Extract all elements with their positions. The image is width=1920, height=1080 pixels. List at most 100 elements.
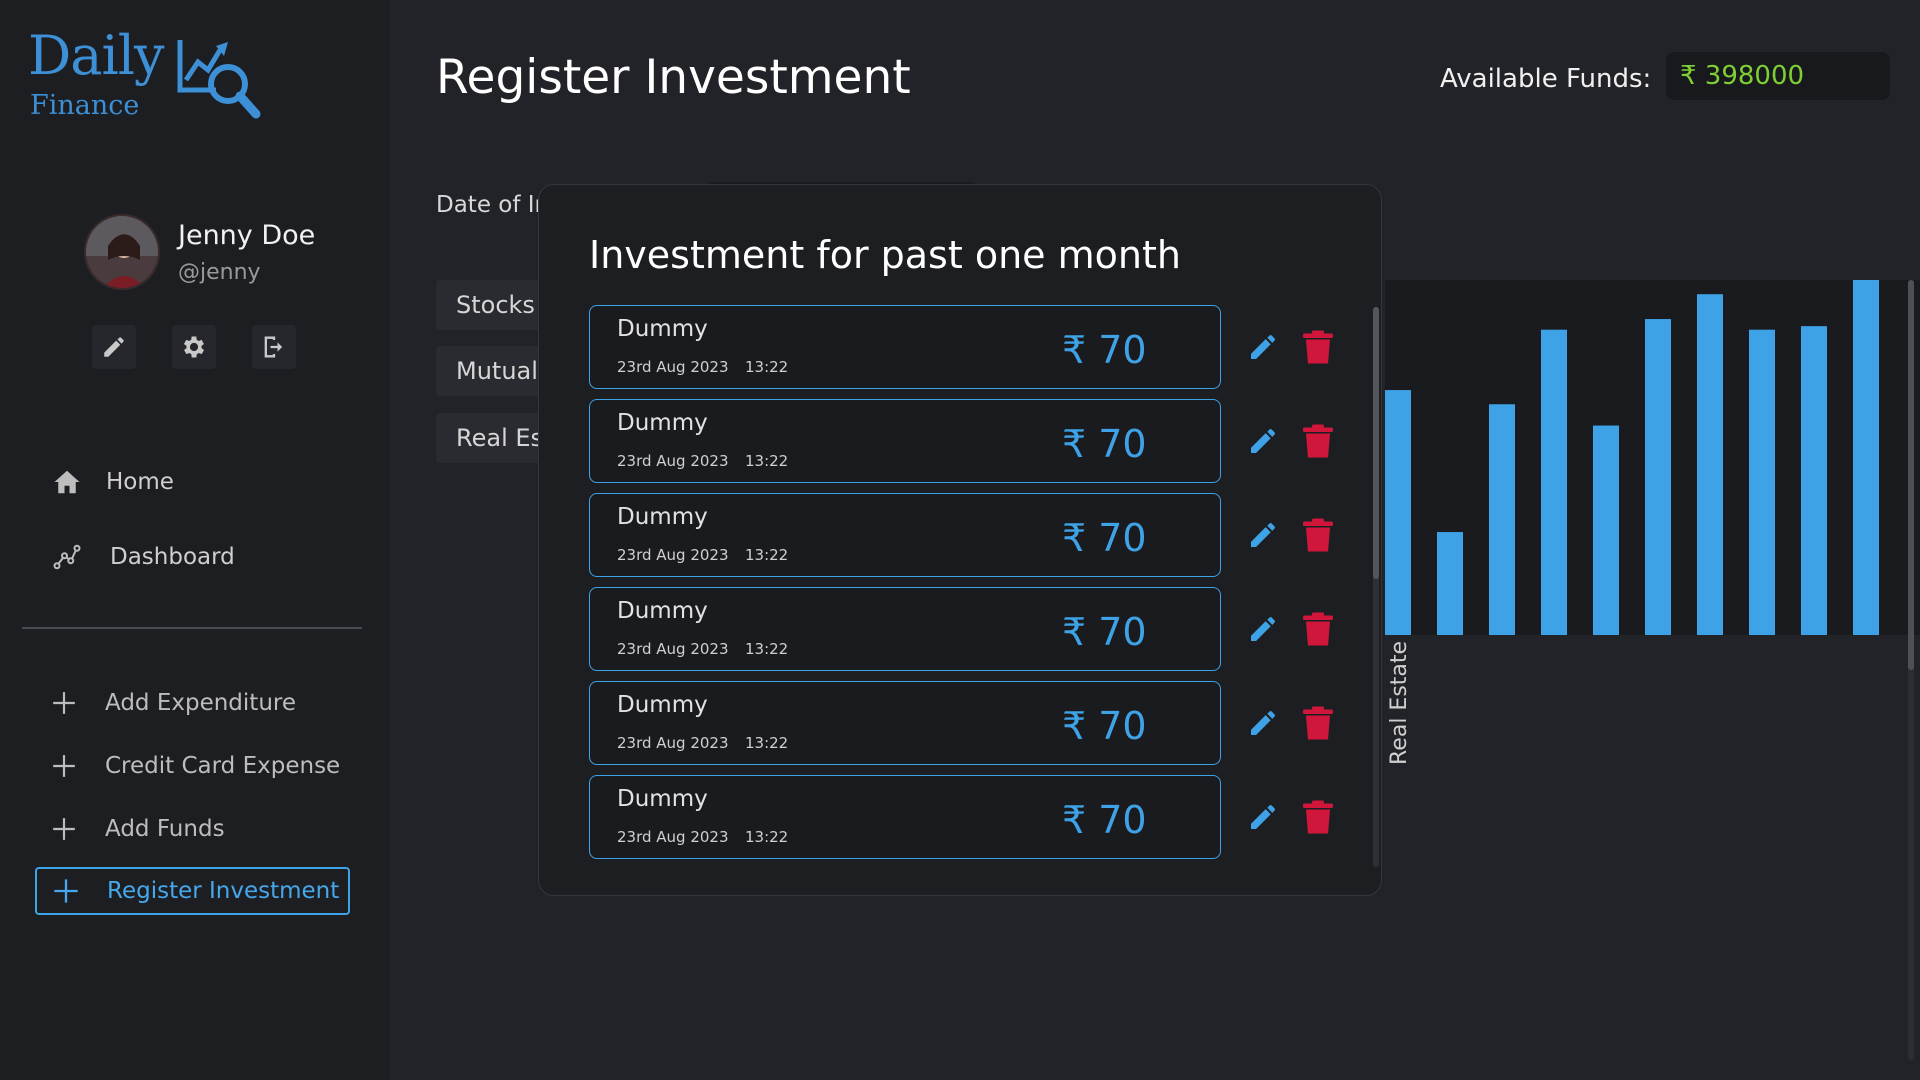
- chart-bar: [1853, 280, 1879, 635]
- investment-amount: ₹ 70: [1062, 516, 1147, 560]
- pencil-icon[interactable]: [1247, 425, 1279, 457]
- trash-icon[interactable]: [1303, 705, 1333, 741]
- profile-handle: @jenny: [178, 260, 261, 285]
- chart-bar: [1645, 319, 1671, 635]
- chart-bar: [1385, 390, 1411, 635]
- investment-time: 13:22: [745, 734, 789, 752]
- investment-amount: ₹ 70: [1062, 422, 1147, 466]
- investment-card[interactable]: Dummy 23rd Aug 2023 13:22 ₹ 70: [589, 399, 1221, 483]
- investment-date: 23rd Aug 2023: [617, 358, 729, 376]
- investment-time: 13:22: [745, 640, 789, 658]
- list-item: Dummy 23rd Aug 2023 13:22 ₹ 70: [589, 775, 1349, 859]
- register-investment-button[interactable]: Register Investment: [35, 867, 350, 915]
- action-label: Add Expenditure: [105, 690, 296, 716]
- investment-name: Dummy: [617, 598, 708, 624]
- modal-scrollbar[interactable]: [1373, 307, 1379, 867]
- investment-date: 23rd Aug 2023: [617, 452, 729, 470]
- investment-date: 23rd Aug 2023: [617, 828, 729, 846]
- sidebar-divider: [22, 627, 362, 629]
- investment-card[interactable]: Dummy 23rd Aug 2023 13:22 ₹ 70: [589, 493, 1221, 577]
- edit-profile-button[interactable]: [92, 325, 136, 369]
- investment-name: Dummy: [617, 504, 708, 530]
- brand-name-bottom: Finance: [30, 90, 140, 121]
- investment-bar-chart: Real Estate: [1385, 280, 1920, 765]
- pencil-icon[interactable]: [1247, 613, 1279, 645]
- investment-time: 13:22: [745, 358, 789, 376]
- action-label: Register Investment: [107, 878, 340, 904]
- sidebar-item-home[interactable]: Home: [50, 462, 174, 502]
- logout-icon: [264, 336, 283, 358]
- investment-name: Dummy: [617, 410, 708, 436]
- investment-history-modal: Investment for past one month Dummy 23rd …: [538, 184, 1382, 896]
- chart-bar: [1801, 326, 1827, 635]
- investment-time: 13:22: [745, 452, 789, 470]
- list-item: Dummy 23rd Aug 2023 13:22 ₹ 70: [589, 305, 1349, 389]
- chart-bar: [1697, 294, 1723, 635]
- date-of-investment-label: Date of Ir: [436, 192, 545, 218]
- pencil-icon[interactable]: [1247, 331, 1279, 363]
- available-funds-value: ₹ 398000: [1666, 52, 1890, 100]
- user-profile: Jenny Doe @jenny: [84, 214, 364, 294]
- investment-name: Dummy: [617, 692, 708, 718]
- modal-scrollbar-thumb[interactable]: [1373, 307, 1379, 579]
- list-item: Dummy 23rd Aug 2023 13:22 ₹ 70: [589, 493, 1349, 577]
- add-funds-button[interactable]: Add Funds: [35, 805, 350, 853]
- investment-name: Dummy: [617, 786, 708, 812]
- plus-icon: [49, 814, 79, 844]
- investment-amount: ₹ 70: [1062, 610, 1147, 654]
- trash-icon[interactable]: [1303, 799, 1333, 835]
- investment-date: 23rd Aug 2023: [617, 734, 729, 752]
- chart-bar: [1593, 425, 1619, 635]
- chart-line-icon: [50, 540, 84, 574]
- pencil-icon: [104, 337, 124, 357]
- profile-name: Jenny Doe: [178, 220, 316, 251]
- brand-name-top: Daily: [28, 24, 165, 87]
- credit-card-expense-button[interactable]: Credit Card Expense: [35, 742, 350, 790]
- plus-icon: [49, 688, 79, 718]
- sidebar: Daily Finance Jenny Doe @jenny: [0, 0, 390, 1080]
- add-expenditure-button[interactable]: Add Expenditure: [35, 679, 350, 727]
- sidebar-item-label: Home: [106, 469, 174, 495]
- magnifier-chart-icon: [177, 40, 261, 119]
- logout-button[interactable]: [252, 325, 296, 369]
- sidebar-item-dashboard[interactable]: Dashboard: [50, 537, 235, 577]
- brand-logo[interactable]: Daily Finance: [28, 24, 288, 124]
- pencil-icon[interactable]: [1247, 801, 1279, 833]
- investment-date: 23rd Aug 2023: [617, 546, 729, 564]
- page-scrollbar[interactable]: [1908, 280, 1914, 1060]
- avatar[interactable]: [84, 214, 160, 290]
- chart-bar: [1489, 404, 1515, 635]
- trash-icon[interactable]: [1303, 517, 1333, 553]
- plus-icon: [49, 751, 79, 781]
- list-item: Dummy 23rd Aug 2023 13:22 ₹ 70: [589, 587, 1349, 671]
- action-label: Credit Card Expense: [105, 753, 341, 779]
- trash-icon[interactable]: [1303, 611, 1333, 647]
- investment-card[interactable]: Dummy 23rd Aug 2023 13:22 ₹ 70: [589, 681, 1221, 765]
- investment-date: 23rd Aug 2023: [617, 640, 729, 658]
- chart-tick-label: Real Estate: [1387, 641, 1412, 765]
- plus-icon: [51, 876, 81, 906]
- list-item: Dummy 23rd Aug 2023 13:22 ₹ 70: [589, 399, 1349, 483]
- avatar-image: [86, 216, 158, 288]
- settings-button[interactable]: [172, 325, 216, 369]
- pencil-icon[interactable]: [1247, 707, 1279, 739]
- investment-card[interactable]: Dummy 23rd Aug 2023 13:22 ₹ 70: [589, 775, 1221, 859]
- home-icon: [50, 465, 84, 499]
- investment-list: Dummy 23rd Aug 2023 13:22 ₹ 70 Dummy 23rd Aug…: [589, 305, 1349, 885]
- investment-time: 13:22: [745, 546, 789, 564]
- trash-icon[interactable]: [1303, 329, 1333, 365]
- investment-card[interactable]: Dummy 23rd Aug 2023 13:22 ₹ 70: [589, 587, 1221, 671]
- investment-card[interactable]: Dummy 23rd Aug 2023 13:22 ₹ 70: [589, 305, 1221, 389]
- modal-title: Investment for past one month: [589, 233, 1181, 277]
- page-title: Register Investment: [436, 50, 911, 105]
- action-label: Add Funds: [105, 816, 225, 842]
- page-scrollbar-thumb[interactable]: [1908, 280, 1914, 670]
- chart-bar: [1541, 329, 1567, 635]
- trash-icon[interactable]: [1303, 423, 1333, 459]
- pencil-icon[interactable]: [1247, 519, 1279, 551]
- investment-amount: ₹ 70: [1062, 704, 1147, 748]
- investment-amount: ₹ 70: [1062, 328, 1147, 372]
- investment-time: 13:22: [745, 828, 789, 846]
- chart-bar: [1437, 532, 1463, 635]
- investment-amount: ₹ 70: [1062, 798, 1147, 842]
